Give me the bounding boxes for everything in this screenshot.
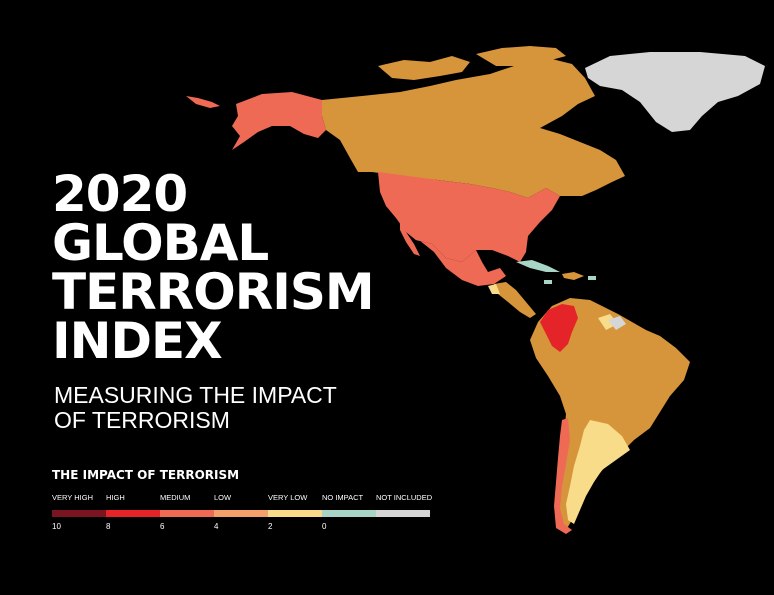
title-terrorism: TERRORISM <box>52 263 375 321</box>
legend: VERY HIGH HIGH MEDIUM LOW VERY LOW NO IM… <box>52 493 432 538</box>
very-low-central <box>488 284 500 294</box>
south-america-region <box>530 298 690 530</box>
central-america-region <box>494 282 536 318</box>
arctic-islands-3 <box>506 98 540 118</box>
jamaica-region <box>544 280 552 284</box>
greenland-region <box>585 52 765 132</box>
hispaniola-region <box>562 272 584 280</box>
arctic-islands-2 <box>476 46 566 66</box>
subtitle-line-2: OF TERRORISM <box>54 407 230 433</box>
legend-tick-2: 2 <box>268 522 273 531</box>
legend-swatch-very-low <box>268 510 322 517</box>
canada-region <box>322 58 625 198</box>
legend-label-no-impact: NO IMPACT <box>322 493 364 502</box>
guyana-region <box>608 316 626 330</box>
legend-label-low: LOW <box>214 493 232 502</box>
usa-region <box>378 172 560 262</box>
legend-label-medium: MEDIUM <box>160 493 191 502</box>
legend-swatch-no-impact <box>322 510 376 517</box>
arctic-islands <box>378 56 470 80</box>
argentina-region <box>566 420 630 524</box>
legend-swatch-very-high <box>52 510 106 517</box>
legend-tick-4: 4 <box>214 522 219 531</box>
chile-region <box>554 418 572 534</box>
aleutian-islands <box>186 96 220 108</box>
legend-tick-6: 6 <box>160 522 165 531</box>
alaska-region <box>232 92 326 150</box>
mexico-region <box>406 232 506 286</box>
legend-swatch-medium <box>160 510 214 517</box>
title-block: 2020 GLOBAL TERRORISM INDEX <box>52 165 375 370</box>
subtitle-line-1: MEASURING THE IMPACT <box>54 382 337 408</box>
legend-label-very-low: VERY LOW <box>268 493 308 502</box>
title-global: GLOBAL <box>52 214 269 272</box>
title-index: INDEX <box>52 312 223 370</box>
legend-swatch-not-included <box>376 510 430 517</box>
subtitle: MEASURING THE IMPACT OF TERRORISM <box>54 383 337 433</box>
baja-california <box>400 220 420 256</box>
legend-swatch-low <box>214 510 268 517</box>
colombia-region <box>540 304 578 352</box>
legend-tick-0: 0 <box>322 522 327 531</box>
puerto-rico-region <box>588 276 596 280</box>
cuba-region <box>516 260 560 272</box>
legend-label-not-included: NOT INCLUDED <box>376 493 433 502</box>
legend-tick-10: 10 <box>52 522 61 531</box>
legend-label-high: HIGH <box>106 493 125 502</box>
legend-title: THE IMPACT OF TERRORISM <box>52 468 240 482</box>
title-year: 2020 <box>52 165 188 223</box>
legend-swatch-high <box>106 510 160 517</box>
legend-label-very-high: VERY HIGH <box>52 493 93 502</box>
legend-tick-8: 8 <box>106 522 111 531</box>
